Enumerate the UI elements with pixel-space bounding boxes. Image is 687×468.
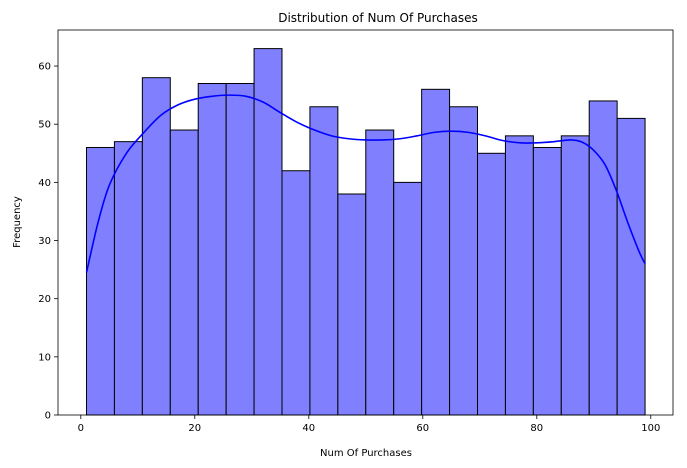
histogram-bar	[309, 106, 339, 416]
y-tick-label: 20	[38, 294, 51, 305]
y-axis-label: Frequency	[12, 196, 23, 248]
y-tick-label: 0	[45, 411, 51, 422]
axes-group: 0 20 40 60 80 100 0 10 20 30 40 50 60	[38, 29, 674, 434]
histogram-bar	[113, 141, 143, 416]
x-axis-label: Num Of Purchases	[320, 448, 412, 459]
histogram-bar	[365, 129, 395, 416]
histogram-bar	[393, 181, 423, 416]
histogram-bar	[588, 100, 618, 416]
plot-frame	[57, 29, 674, 416]
x-tick-label: 100	[641, 423, 660, 434]
x-tick-label: 40	[302, 423, 315, 434]
histogram-bar	[281, 170, 311, 416]
histogram-bar	[504, 135, 534, 416]
y-tick-label: 10	[38, 352, 51, 363]
y-tick-label: 30	[38, 236, 51, 247]
bars-group	[85, 48, 646, 416]
histogram-bar	[225, 83, 255, 416]
histogram-bar	[421, 88, 451, 416]
y-tick-label: 60	[38, 62, 51, 73]
histogram-bar	[560, 135, 590, 416]
histogram-bar	[532, 146, 562, 416]
kde-group	[85, 94, 646, 273]
histogram-bar	[197, 83, 227, 416]
histogram-bar	[141, 77, 171, 416]
y-tick-label: 50	[38, 120, 51, 131]
histogram-bar	[476, 152, 506, 416]
kde-line	[85, 94, 646, 273]
histogram-bar	[85, 146, 115, 416]
x-tick-label: 20	[188, 423, 201, 434]
x-tick-label: 0	[78, 423, 84, 434]
x-tick-label: 60	[416, 423, 429, 434]
x-tick-label: 80	[530, 423, 543, 434]
y-tick-label: 40	[38, 178, 51, 189]
chart-title: Distribution of Num Of Purchases	[278, 11, 478, 25]
histogram-bar	[616, 117, 646, 416]
histogram-bar	[253, 48, 283, 416]
histogram-bar	[449, 106, 478, 416]
histogram-bar	[169, 129, 199, 416]
histogram-bar	[337, 193, 367, 416]
